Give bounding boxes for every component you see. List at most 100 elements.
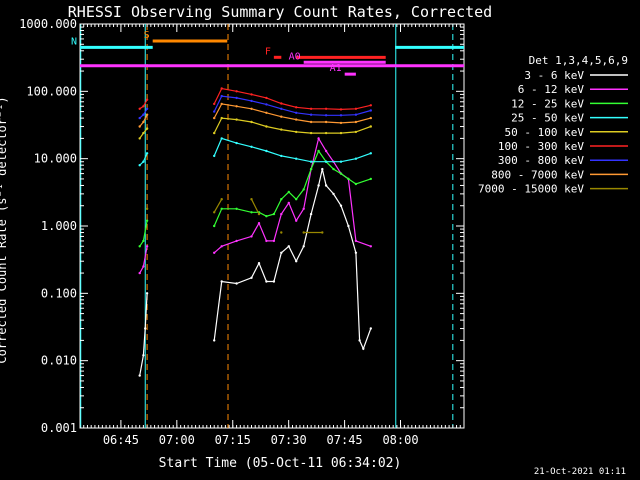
series-point bbox=[324, 149, 328, 153]
series-point bbox=[369, 125, 372, 128]
series-point bbox=[213, 102, 216, 106]
series-point bbox=[250, 145, 253, 148]
series-point bbox=[295, 111, 298, 115]
series-point bbox=[354, 182, 358, 186]
legend-entry-label: 6 - 12 keV bbox=[518, 83, 585, 96]
series-point bbox=[265, 215, 268, 218]
y-tick-label: 1000.000 bbox=[19, 17, 77, 31]
series-point bbox=[138, 125, 141, 128]
series-point bbox=[257, 212, 261, 216]
series-point bbox=[339, 204, 343, 207]
series-point bbox=[138, 137, 141, 140]
series-point bbox=[280, 128, 283, 131]
legend-entry-label: 300 - 800 keV bbox=[498, 154, 584, 167]
series-line bbox=[213, 117, 372, 134]
series-point bbox=[138, 164, 141, 167]
legend-entry-label: 50 - 100 keV bbox=[505, 126, 585, 139]
series-point bbox=[142, 105, 145, 108]
chart-title: RHESSI Observing Summary Count Rates, Co… bbox=[68, 3, 492, 21]
series-line bbox=[250, 198, 260, 215]
series-point bbox=[369, 245, 372, 248]
series-point bbox=[145, 107, 149, 111]
series-point bbox=[309, 212, 313, 216]
series-point bbox=[250, 120, 253, 124]
series-point bbox=[213, 211, 216, 214]
series-line bbox=[213, 198, 223, 213]
series-point bbox=[339, 121, 343, 125]
x-tick-label: 08:00 bbox=[382, 433, 418, 447]
legend-entry-label: 7000 - 15000 keV bbox=[478, 183, 584, 196]
series-point bbox=[295, 157, 298, 160]
series-point bbox=[280, 102, 283, 105]
series-line bbox=[139, 220, 148, 247]
flag-bar-label: N bbox=[71, 36, 77, 47]
series-point bbox=[362, 347, 365, 350]
series-point bbox=[324, 107, 328, 111]
series-point bbox=[144, 327, 147, 330]
series-point bbox=[138, 374, 141, 377]
legend-title: Det 1,3,4,5,6,9 bbox=[529, 54, 628, 67]
series-point bbox=[250, 211, 253, 214]
series-group bbox=[138, 116, 372, 140]
series-point bbox=[265, 111, 268, 115]
series-point bbox=[369, 116, 372, 120]
series-point bbox=[354, 113, 358, 116]
series-point bbox=[235, 207, 238, 210]
series-point bbox=[235, 118, 238, 121]
series-point bbox=[309, 120, 313, 124]
plot-area: S N F A0 A1 bbox=[71, 23, 465, 429]
series-point bbox=[280, 231, 283, 234]
series-point bbox=[347, 177, 350, 181]
series-point bbox=[354, 130, 358, 134]
series-point bbox=[354, 157, 358, 160]
series-point bbox=[332, 192, 335, 196]
x-tick-label: 07:45 bbox=[327, 433, 363, 447]
series-point bbox=[213, 251, 216, 254]
flag-bar-label: F bbox=[265, 46, 271, 57]
series-point bbox=[369, 109, 372, 112]
y-tick-label: 0.001 bbox=[41, 421, 77, 435]
series-point bbox=[280, 115, 283, 118]
flag-bar-label: A1 bbox=[330, 63, 342, 74]
series-point bbox=[280, 212, 283, 216]
series-point bbox=[295, 130, 298, 134]
series-point bbox=[142, 239, 145, 243]
series-point bbox=[302, 245, 305, 248]
series-point bbox=[309, 113, 313, 116]
series-line bbox=[213, 87, 371, 111]
series-point bbox=[302, 231, 305, 234]
series-point bbox=[250, 107, 253, 111]
y-tick-label: 0.010 bbox=[41, 354, 77, 368]
series-line bbox=[213, 137, 372, 163]
series-line bbox=[213, 95, 371, 116]
series-point bbox=[324, 160, 328, 163]
y-axis-label: Corrected Count Rate (s⁻¹ detector⁻¹) bbox=[0, 96, 9, 363]
series-point bbox=[213, 110, 216, 113]
series-point bbox=[324, 184, 328, 187]
series-group bbox=[138, 102, 372, 128]
series-point bbox=[138, 245, 141, 248]
series-line bbox=[213, 149, 371, 227]
legend-entry-label: 100 - 300 keV bbox=[498, 140, 584, 153]
series-point bbox=[220, 198, 223, 201]
series-point bbox=[142, 120, 145, 124]
series-point bbox=[220, 116, 223, 120]
series-point bbox=[295, 219, 298, 222]
series-point bbox=[287, 190, 290, 194]
series-point bbox=[309, 107, 313, 111]
series-point bbox=[213, 339, 216, 342]
footer-date: 21-Oct-2021 01:11 bbox=[534, 467, 626, 477]
series-point bbox=[339, 160, 343, 163]
series-point bbox=[220, 207, 223, 210]
series-point bbox=[317, 149, 320, 153]
series-point bbox=[369, 327, 372, 330]
series-point bbox=[369, 177, 372, 181]
series-point bbox=[358, 339, 361, 342]
series-point bbox=[213, 131, 216, 135]
series-point bbox=[145, 152, 149, 155]
series-point bbox=[250, 276, 253, 279]
series-point bbox=[272, 239, 276, 243]
series-point bbox=[220, 94, 223, 98]
legend-entry-label: 800 - 7000 keV bbox=[491, 168, 584, 181]
